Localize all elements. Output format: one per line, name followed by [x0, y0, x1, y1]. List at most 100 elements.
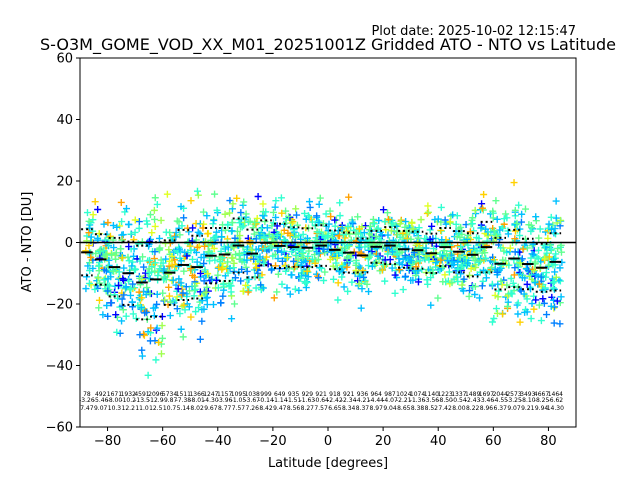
scatter-point	[500, 215, 508, 223]
scatter-point	[489, 207, 497, 215]
scatter-point	[243, 267, 251, 275]
scatter-point	[543, 249, 551, 257]
scatter-point	[277, 194, 285, 202]
scatter-point	[140, 263, 148, 271]
bin-mean-markers	[81, 241, 562, 284]
scatter-point	[492, 197, 500, 205]
scatter-point	[200, 250, 208, 258]
scatter-point	[293, 221, 301, 229]
scatter-point	[225, 282, 233, 290]
scatter-point	[535, 280, 543, 288]
scatter-point	[187, 313, 195, 321]
scatter-point	[489, 214, 497, 222]
scatter-point	[553, 297, 561, 305]
scatter-point	[551, 225, 559, 233]
scatter-point	[457, 270, 465, 278]
scatter-point	[478, 204, 486, 212]
scatter-point	[535, 255, 543, 263]
scatter-point	[228, 227, 236, 235]
scatter-point	[269, 208, 277, 216]
bin-label: 4591	[134, 391, 149, 398]
scatter-point	[504, 302, 512, 310]
scatter-point	[186, 242, 194, 250]
scatter-point	[480, 266, 488, 274]
scatter-point	[550, 285, 558, 293]
scatter-point	[263, 224, 271, 232]
scatter-point	[509, 279, 517, 287]
scatter-point	[515, 201, 523, 209]
scatter-point	[457, 223, 465, 231]
scatter-point	[156, 244, 164, 252]
bin-label: 3493	[520, 391, 535, 398]
bin-label: 9.47	[273, 405, 287, 412]
scatter-point	[315, 274, 323, 282]
scatter-point	[412, 263, 420, 271]
scatter-point	[158, 334, 166, 342]
scatter-point	[324, 232, 332, 240]
bin-label: -3.56	[424, 397, 440, 404]
scatter-point	[104, 275, 112, 283]
scatter-point	[282, 267, 290, 275]
scatter-point	[261, 218, 269, 226]
scatter-point	[393, 228, 401, 236]
bin-label: -3.46	[479, 397, 495, 404]
bin-label: 14.30	[547, 405, 564, 412]
scatter-point	[453, 212, 461, 220]
scatter-point	[382, 260, 390, 268]
scatter-point	[493, 309, 501, 317]
scatter-point	[265, 230, 273, 238]
scatter-point	[381, 218, 389, 226]
scatter-point	[219, 292, 227, 300]
scatter-point	[517, 287, 525, 295]
scatter-point	[116, 329, 124, 337]
scatter-point	[436, 266, 444, 274]
scatter-point	[434, 294, 442, 302]
scatter-point	[507, 289, 515, 297]
bin-label: -8.50	[437, 397, 453, 404]
scatter-point	[128, 262, 136, 270]
scatter-point	[259, 284, 267, 292]
scatter-point	[245, 287, 253, 295]
scatter-point	[428, 222, 436, 230]
scatter-point	[422, 235, 430, 243]
scatter-point	[150, 255, 158, 263]
bin-label: 8.56	[287, 405, 301, 412]
scatter-point	[202, 238, 210, 246]
scatter-point	[448, 258, 456, 266]
scatter-point	[445, 268, 453, 276]
scatter-point	[84, 262, 92, 270]
scatter-point	[424, 202, 432, 210]
scatter-point	[131, 265, 139, 273]
scatter-point	[104, 312, 112, 320]
scatter-point	[257, 224, 265, 232]
scatter-point	[138, 352, 146, 360]
scatter-point	[443, 257, 451, 265]
scatter-point	[131, 216, 139, 224]
scatter-point	[421, 255, 429, 263]
scatter-point	[548, 225, 556, 233]
scatter-point	[125, 277, 133, 285]
scatter-point	[537, 317, 545, 325]
scatter-point	[552, 197, 560, 205]
scatter-point	[415, 250, 423, 258]
scatter-point	[292, 205, 300, 213]
scatter-point	[240, 222, 248, 230]
scatter-point	[437, 256, 445, 264]
scatter-point	[365, 262, 373, 270]
scatter-point	[151, 259, 159, 267]
scatter-point	[204, 248, 212, 256]
scatter-point	[136, 331, 144, 339]
scatter-point	[482, 254, 490, 262]
scatter-point	[355, 225, 363, 233]
scatter-point	[407, 235, 415, 243]
bin-label: 1932	[121, 391, 136, 398]
scatter-point	[152, 356, 160, 364]
scatter-point	[157, 216, 165, 224]
scatter-point	[285, 213, 293, 221]
scatter-point	[143, 217, 151, 225]
bin-label: -0.14	[258, 397, 274, 404]
scatter-point	[209, 301, 217, 309]
scatter-point	[291, 285, 299, 293]
scatter-point	[302, 215, 310, 223]
scatter-point	[273, 231, 281, 239]
